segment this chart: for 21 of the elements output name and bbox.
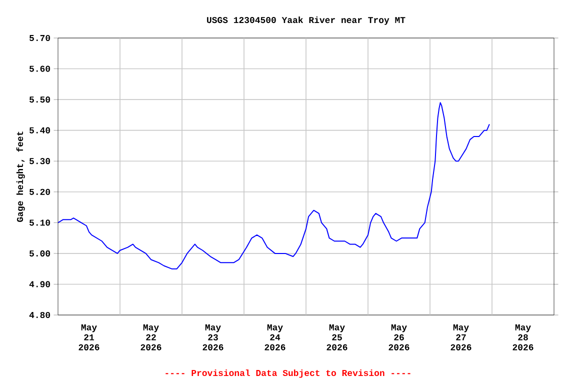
y-axis-title: Gage height, feet xyxy=(16,132,25,222)
y-tick-label: 5.00 xyxy=(29,250,50,256)
x-tick-label: May 22 2026 xyxy=(140,324,162,350)
x-tick-label: May 25 2026 xyxy=(326,324,348,350)
y-tick-label: 5.40 xyxy=(29,127,50,134)
y-tick-label: 5.60 xyxy=(29,66,50,72)
y-tick-label: 4.80 xyxy=(29,312,50,318)
x-tick-label: May 26 2026 xyxy=(388,324,410,350)
y-tick-label: 5.70 xyxy=(29,34,50,42)
x-tick-label: May 21 2026 xyxy=(78,324,100,350)
y-tick-label: 5.50 xyxy=(29,96,50,103)
x-tick-label: May 23 2026 xyxy=(202,324,224,350)
y-tick-label: 5.10 xyxy=(29,220,50,226)
text: ---- Provisional Data Subject to Revision ---- xyxy=(166,369,410,378)
x-tick-label: May 24 2026 xyxy=(264,324,286,350)
chart-title: USGS 12304500 Yaak River near Troy MT xyxy=(207,16,406,25)
x-tick-label: May 28 2026 xyxy=(512,324,534,350)
x-tick-label: May 27 2026 xyxy=(450,324,472,350)
y-tick-label: 4.90 xyxy=(29,281,50,288)
y-tick-label: 5.30 xyxy=(29,158,50,164)
y-tick-label: 5.20 xyxy=(29,188,50,195)
